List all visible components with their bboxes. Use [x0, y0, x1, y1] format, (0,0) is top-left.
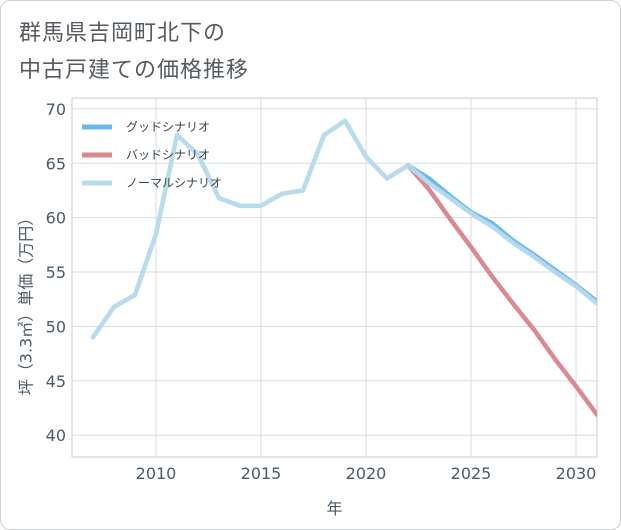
chart-title-line-1: 群馬県吉岡町北下の	[19, 21, 227, 46]
series-lines	[90, 118, 597, 417]
y-tick-label: 60	[46, 209, 66, 228]
y-tick-label: 70	[46, 100, 66, 119]
y-axis-title: 坪（3.3㎡）単価（万円）	[17, 210, 36, 395]
legend-label-2: ノーマルシナリオ	[126, 176, 222, 190]
x-tick-label: 2020	[346, 464, 387, 483]
x-tick-label: 2030	[556, 464, 597, 483]
plot-area	[71, 97, 598, 458]
x-tick-label: 2015	[241, 464, 282, 483]
legend-label-1: バッドシナリオ	[126, 148, 210, 162]
y-tick-label: 40	[46, 426, 66, 445]
chart-title-line-2: 中古戸建ての価格推移	[19, 58, 250, 83]
legend-label-0: グッドシナリオ	[126, 120, 210, 134]
x-tick-label: 2010	[136, 464, 177, 483]
series-line-normal-top	[90, 118, 597, 340]
y-tick-label: 65	[46, 154, 66, 173]
y-tick-label: 55	[46, 263, 66, 282]
x-tick-label: 2025	[451, 464, 492, 483]
chart-title: 群馬県吉岡町北下の 中古戸建ての価格推移	[19, 15, 539, 89]
series-line-1	[405, 163, 597, 417]
y-tick-label: 45	[46, 372, 66, 391]
y-tick-label: 50	[46, 317, 66, 336]
x-axis-title: 年	[326, 499, 342, 518]
